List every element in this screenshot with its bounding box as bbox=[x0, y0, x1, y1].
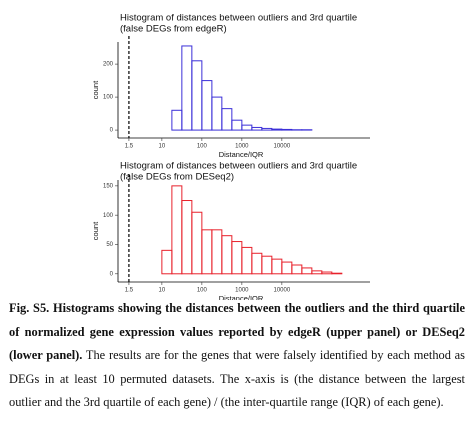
bar bbox=[251, 252, 263, 275]
chart-title: Histogram of distances between outliers … bbox=[120, 161, 357, 172]
y-tick-label: 0 bbox=[110, 271, 114, 277]
bar bbox=[291, 264, 303, 275]
y-tick-label: 100 bbox=[103, 95, 114, 101]
figure: Histogram of distances between outliers … bbox=[91, 13, 370, 300]
bar bbox=[201, 229, 213, 275]
x-tick-label: 1000 bbox=[235, 288, 249, 294]
x-tick-label: 10000 bbox=[274, 288, 291, 294]
bar bbox=[191, 211, 203, 275]
bar bbox=[271, 258, 283, 275]
bar bbox=[161, 249, 173, 275]
chart-title: Histogram of distances between outliers … bbox=[120, 13, 357, 24]
bar bbox=[211, 96, 223, 131]
bar bbox=[201, 80, 213, 131]
bar bbox=[331, 272, 343, 275]
x-tick-label: 1000 bbox=[235, 144, 249, 150]
bar bbox=[181, 200, 193, 275]
x-tick-label: 10 bbox=[159, 144, 166, 150]
x-tick-label: 100 bbox=[197, 144, 208, 150]
y-tick-label: 150 bbox=[103, 183, 114, 189]
bar bbox=[241, 246, 253, 275]
bar bbox=[241, 124, 253, 131]
caption-text: The results are for the genes that were … bbox=[9, 348, 465, 410]
chart-title: (false DEGs from DESeq2) bbox=[120, 172, 234, 183]
bar bbox=[281, 128, 293, 131]
bar bbox=[301, 267, 313, 275]
bar bbox=[251, 126, 263, 131]
bar bbox=[321, 271, 333, 275]
bar bbox=[261, 255, 273, 275]
bar bbox=[221, 235, 233, 275]
bar bbox=[191, 60, 203, 131]
y-tick-label: 200 bbox=[103, 62, 114, 68]
x-tick-label: 1.5 bbox=[125, 144, 134, 150]
x-tick-label: 1.5 bbox=[125, 288, 134, 294]
y-tick-label: 0 bbox=[110, 128, 114, 134]
bar bbox=[171, 185, 183, 275]
bar bbox=[221, 108, 233, 131]
chart-title: (false DEGs from edgeR) bbox=[120, 24, 227, 35]
bar bbox=[171, 109, 183, 131]
bar bbox=[211, 229, 223, 275]
bar bbox=[311, 270, 323, 275]
y-axis-label: count bbox=[91, 221, 100, 240]
bar bbox=[231, 241, 243, 275]
bar bbox=[281, 261, 293, 275]
y-tick-label: 100 bbox=[103, 213, 114, 219]
bar bbox=[271, 128, 283, 131]
y-tick-label: 50 bbox=[106, 242, 113, 248]
bar bbox=[231, 119, 243, 131]
x-tick-label: 10000 bbox=[274, 144, 291, 150]
bar bbox=[261, 127, 273, 131]
x-axis-label: Distance/IQR bbox=[219, 294, 264, 300]
caption: Fig. S5. Histograms showing the distance… bbox=[9, 297, 465, 415]
x-axis-label: Distance/IQR bbox=[219, 150, 264, 159]
caption-bold: Fig. S5. Histograms showing the distance… bbox=[9, 301, 465, 363]
bar bbox=[181, 45, 193, 131]
x-tick-label: 100 bbox=[197, 288, 208, 294]
y-axis-label: count bbox=[91, 80, 100, 99]
x-tick-label: 10 bbox=[159, 288, 166, 294]
